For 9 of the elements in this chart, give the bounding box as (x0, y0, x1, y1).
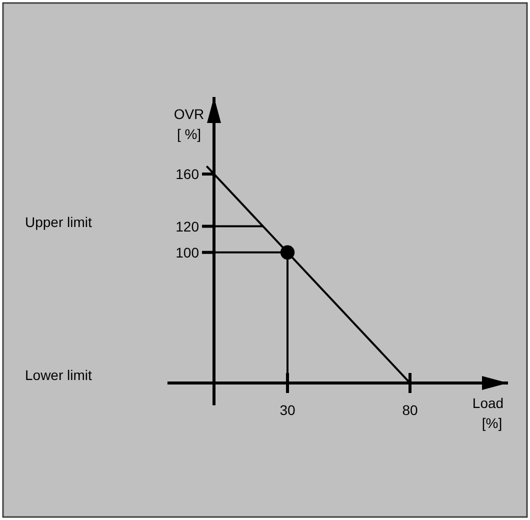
y-tick-label: 100 (176, 244, 200, 260)
x-tick-label: 80 (402, 402, 418, 418)
text: Lower limit (25, 367, 92, 383)
x-axis-title: Load [%] (472, 395, 504, 431)
text: Upper limit (25, 214, 92, 230)
y-axis-title: OVR [ %] (174, 106, 204, 142)
y-tick-label: 120 (176, 218, 200, 234)
x-tick-label: 30 (280, 402, 296, 418)
y-tick-label: 160 (176, 166, 200, 182)
